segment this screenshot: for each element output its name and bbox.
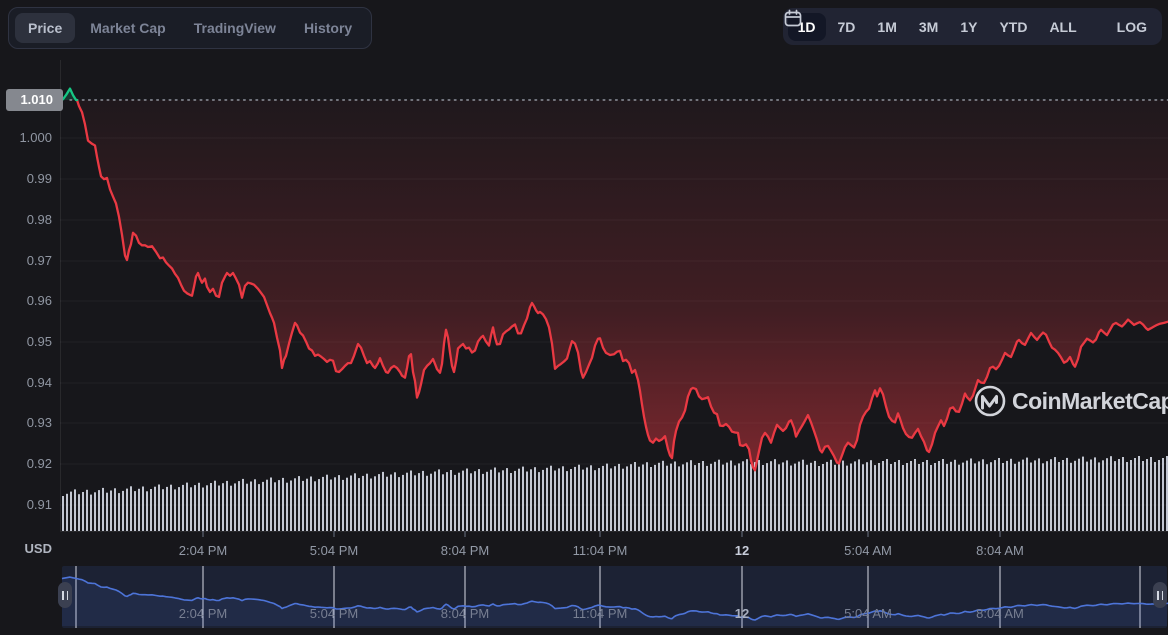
navigator-label: 11:04 PM xyxy=(572,606,628,621)
chart-type-tabbar: Price Market Cap TradingView History xyxy=(8,7,373,49)
navigator-label: 8:04 PM xyxy=(440,606,490,621)
x-axis-label: 11:04 PM xyxy=(572,543,628,558)
navigator-left-handle[interactable] xyxy=(58,582,72,608)
y-axis-label: 0.99 xyxy=(26,171,52,186)
x-axis-tick-marks xyxy=(202,531,1001,537)
range-1y-button[interactable]: 1Y xyxy=(960,18,978,35)
y-axis-label: 0.96 xyxy=(26,293,52,308)
navigator-right-handle[interactable] xyxy=(1153,582,1167,608)
range-all-button[interactable]: ALL xyxy=(1049,18,1077,35)
coinmarketcap-logo-m xyxy=(981,395,998,410)
coinmarketcap-logo-icon xyxy=(974,385,1006,417)
navigator-label: 2:04 PM xyxy=(178,606,228,621)
volume-bars xyxy=(62,456,1168,531)
calendar-button[interactable] xyxy=(784,9,1105,31)
x-axis-label: 2:04 PM xyxy=(178,543,228,558)
price-line-up-segment xyxy=(58,87,79,104)
log-scale-button[interactable]: LOG xyxy=(1116,18,1147,35)
range-1m-button[interactable]: 1M xyxy=(877,18,897,35)
x-axis-label: 8:04 PM xyxy=(440,543,490,558)
y-axis-label: 0.93 xyxy=(26,415,52,430)
tab-market-cap[interactable]: Market Cap xyxy=(90,20,166,36)
tab-history[interactable]: History xyxy=(303,20,353,36)
y-axis-label: 1.000 xyxy=(19,130,52,145)
x-axis-day-label: 12 xyxy=(734,543,750,558)
y-axis-label: 0.94 xyxy=(26,375,52,390)
y-axis-label: 0.92 xyxy=(26,456,52,471)
navigator-label: 5:04 PM xyxy=(309,606,359,621)
watermark-text: CoinMarketCap xyxy=(1012,388,1168,414)
x-axis-label: 5:04 PM xyxy=(309,543,359,558)
open-price-label: 1.010 xyxy=(6,89,63,111)
calendar-icon xyxy=(784,9,801,27)
price-line-down-segment xyxy=(75,98,1168,472)
axis-lines xyxy=(60,60,1168,532)
navigator-label: 5:04 AM xyxy=(844,606,892,621)
navigator-label: 8:04 AM xyxy=(976,606,1024,621)
y-axis-label: 0.95 xyxy=(26,334,52,349)
range-7d-button[interactable]: 7D xyxy=(837,18,856,35)
y-axis-label: 0.98 xyxy=(26,212,52,227)
tab-tradingview[interactable]: TradingView xyxy=(193,20,276,36)
tab-price[interactable]: Price xyxy=(15,13,76,43)
y-axis-unit-label: USD xyxy=(24,541,52,556)
time-range-bar: 1D 7D 1M 3M 1Y YTD ALL LOG xyxy=(782,8,1162,45)
range-ytd-button[interactable]: YTD xyxy=(999,18,1028,35)
y-axis-label: 0.91 xyxy=(26,497,52,512)
y-axis-label: 0.97 xyxy=(26,253,52,268)
x-axis-label: 8:04 AM xyxy=(976,543,1024,558)
navigator-minichart[interactable] xyxy=(61,566,1168,628)
x-axis-label: 5:04 AM xyxy=(844,543,892,558)
range-3m-button[interactable]: 3M xyxy=(918,18,939,35)
navigator-day-label: 12 xyxy=(734,606,750,621)
loss-area-fill xyxy=(77,100,1168,471)
coinmarketcap-watermark: CoinMarketCap xyxy=(974,385,1168,417)
